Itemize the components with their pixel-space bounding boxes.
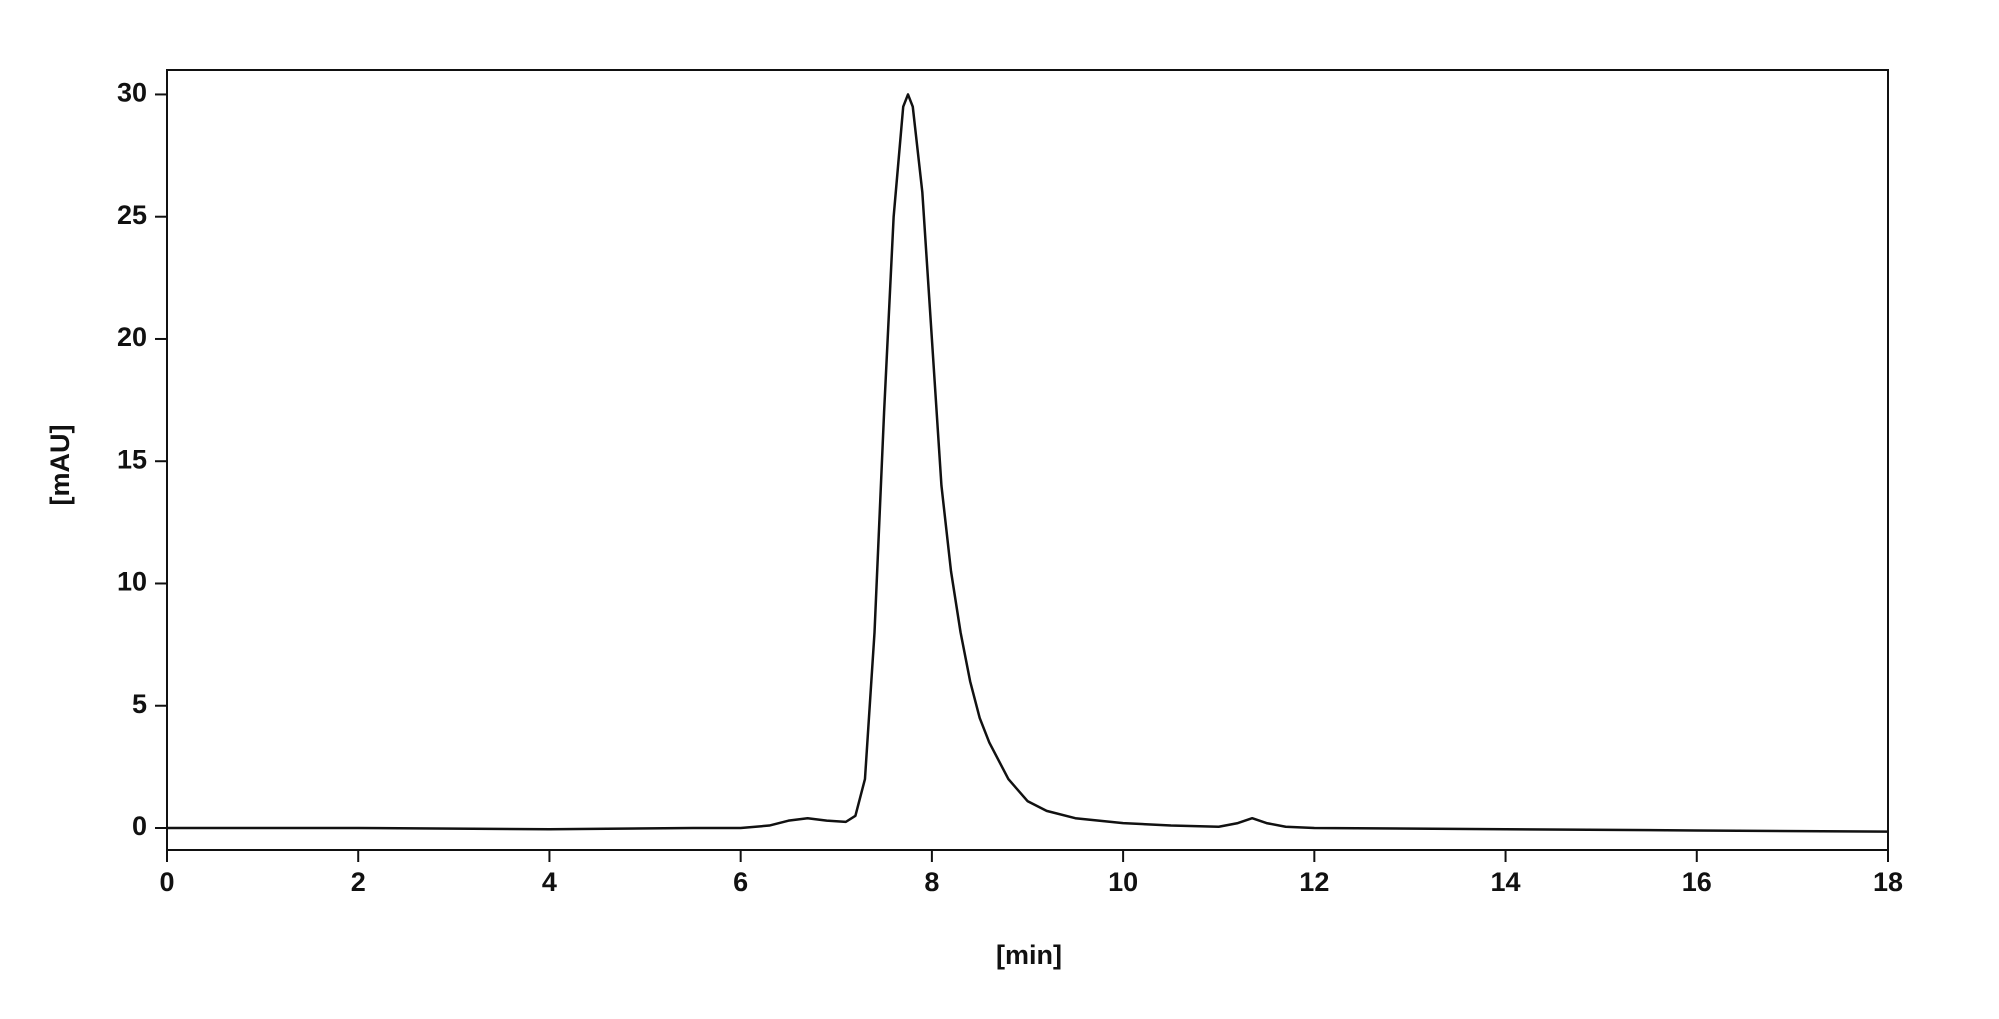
x-tick-label: 18 <box>1873 867 1903 897</box>
y-tick-label: 20 <box>117 322 147 352</box>
plot-frame <box>166 69 1889 851</box>
x-tick-label: 4 <box>542 867 557 897</box>
x-tick-label: 12 <box>1299 867 1329 897</box>
x-tick-label: 16 <box>1682 867 1712 897</box>
y-tick-label: 25 <box>117 200 147 230</box>
x-tick-label: 14 <box>1491 867 1521 897</box>
x-tick-label: 0 <box>159 867 174 897</box>
y-tick-label: 10 <box>117 567 147 597</box>
data-line <box>167 93 1889 833</box>
y-tick-label: 15 <box>117 444 147 474</box>
x-tick-label: 8 <box>924 867 939 897</box>
y-tick-label: 0 <box>132 811 147 841</box>
y-tick-label: 5 <box>132 689 147 719</box>
y-axis-label: [mAU] <box>45 425 75 506</box>
x-tick-label: 6 <box>733 867 748 897</box>
x-tick-label: 2 <box>351 867 366 897</box>
y-tick-label: 30 <box>117 78 147 108</box>
x-tick-label: 10 <box>1108 867 1138 897</box>
x-axis-label: [min] <box>996 940 1062 970</box>
